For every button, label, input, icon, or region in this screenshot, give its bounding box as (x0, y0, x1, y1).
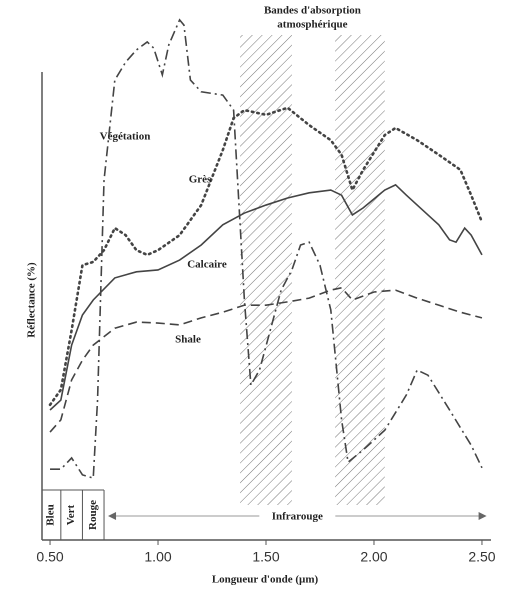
x-tick-label: 2.00 (360, 549, 387, 565)
x-tick-label: 2.50 (468, 549, 495, 565)
series-label: Shale (175, 334, 201, 346)
region-label-bg (259, 508, 336, 524)
series-label: Végétation (100, 131, 151, 143)
series-line (48, 106, 484, 407)
series-label: Grès (189, 174, 212, 186)
region-label: Vert (65, 504, 77, 525)
x-axis-label: Longueur d'onde (µm) (212, 574, 319, 586)
series-line (50, 18, 483, 480)
y-axis-label: Réflectance (%) (26, 262, 38, 338)
x-tick-label: 1.50 (252, 549, 279, 565)
region-label: Rouge (87, 500, 99, 530)
band-label: atmosphérique (277, 19, 347, 31)
x-tick-label: 1.00 (144, 549, 171, 565)
absorption-band (335, 35, 385, 505)
band-label: Bandes d'absorption (264, 5, 361, 17)
absorption-band (240, 35, 292, 505)
series-label: Calcaire (187, 259, 227, 271)
region-label: Infrarouge (272, 511, 323, 523)
series-line (49, 286, 483, 433)
x-tick-label: 0.50 (36, 549, 63, 565)
region-label: Bleu (45, 504, 57, 525)
series-line (49, 183, 483, 411)
